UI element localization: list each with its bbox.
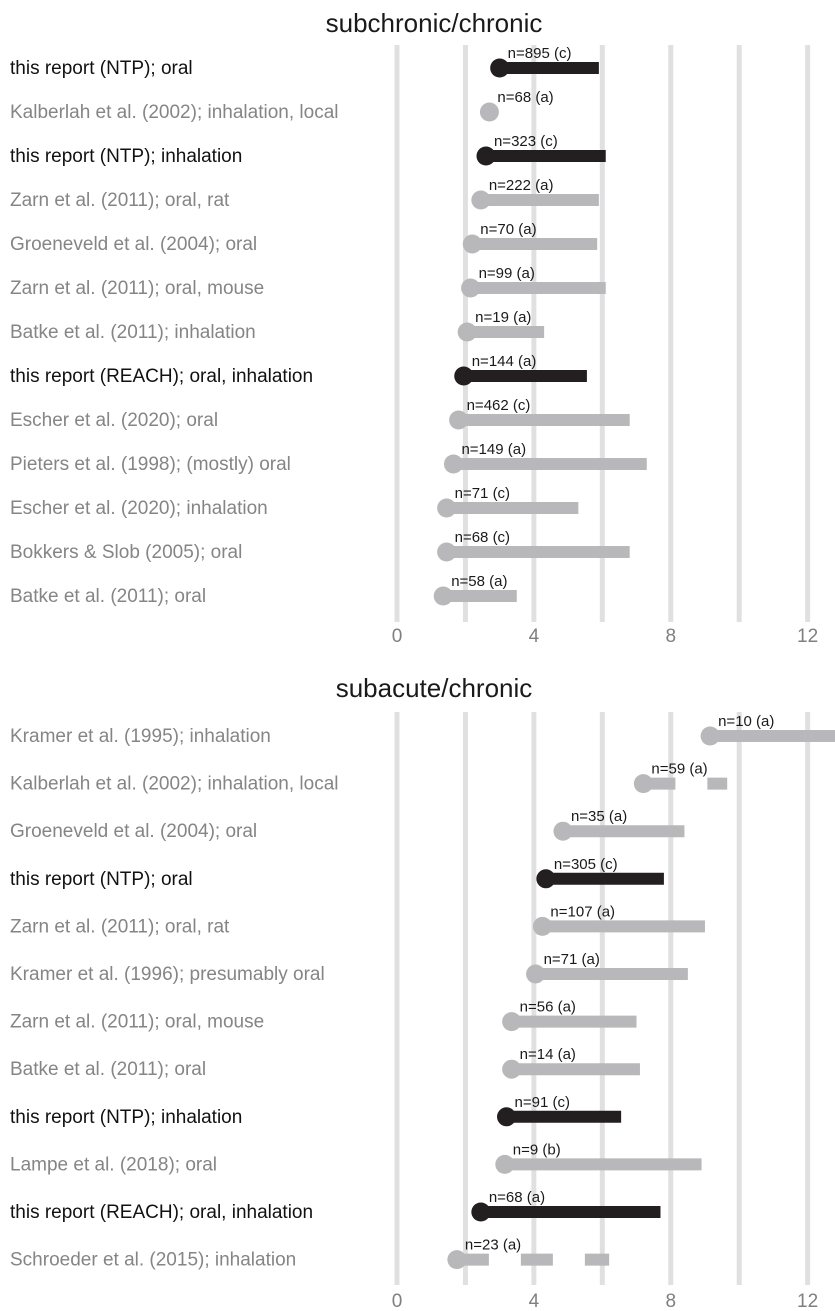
category-label: Batke et al. (2011); oral	[10, 586, 206, 607]
n-annotation: n=305 (c)	[554, 856, 618, 873]
category-label: this report (REACH); oral, inhalation	[10, 366, 313, 387]
category-label: Pieters et al. (1998); (mostly) oral	[10, 454, 291, 475]
point	[502, 1012, 522, 1032]
category-label: Kramer et al. (1996); presumably oral	[10, 964, 325, 985]
x-tick-label: 8	[665, 626, 676, 647]
x-tick-label: 12	[797, 1291, 818, 1311]
category-label: Bokkers & Slob (2005); oral	[10, 542, 242, 563]
n-annotation: n=68 (a)	[497, 89, 553, 106]
point	[471, 190, 491, 210]
point	[447, 1250, 467, 1270]
n-annotation: n=23 (a)	[465, 1237, 521, 1254]
category-label: Escher et al. (2020); inhalation	[10, 498, 268, 519]
point	[449, 410, 469, 430]
n-annotation: n=70 (a)	[480, 221, 536, 238]
n-annotation: n=71 (a)	[544, 951, 600, 968]
n-annotation: n=107 (a)	[550, 903, 615, 920]
point	[461, 278, 481, 298]
category-label: this report (NTP); inhalation	[10, 1107, 242, 1128]
point	[457, 322, 477, 342]
category-label: Zarn et al. (2011); oral, mouse	[10, 1012, 264, 1033]
category-label: Groeneveld et al. (2004); oral	[10, 234, 257, 255]
n-annotation: n=71 (c)	[455, 485, 510, 502]
n-annotation: n=10 (a)	[718, 713, 774, 730]
n-annotation: n=9 (b)	[513, 1141, 561, 1158]
category-label: this report (NTP); oral	[10, 869, 193, 890]
point	[433, 586, 453, 606]
category-label: Kramer et al. (1995); inhalation	[10, 726, 271, 747]
category-label: Batke et al. (2011); oral	[10, 1059, 206, 1080]
category-label: this report (NTP); inhalation	[10, 146, 242, 167]
category-label: this report (REACH); oral, inhalation	[10, 1202, 313, 1223]
n-annotation: n=222 (a)	[489, 177, 554, 194]
category-label: Escher et al. (2020); oral	[10, 410, 218, 431]
n-annotation: n=99 (a)	[479, 265, 535, 282]
point	[502, 1059, 522, 1079]
n-annotation: n=14 (a)	[520, 1046, 576, 1063]
x-tick-label: 0	[392, 626, 403, 647]
x-tick-label: 4	[529, 626, 540, 647]
point	[437, 498, 457, 518]
point	[532, 916, 552, 936]
n-annotation: n=56 (a)	[520, 999, 576, 1016]
category-label: this report (NTP); oral	[10, 58, 193, 79]
n-annotation: n=144 (a)	[472, 353, 537, 370]
point	[462, 234, 482, 254]
category-label: Zarn et al. (2011); oral, rat	[10, 916, 230, 937]
point	[700, 726, 720, 746]
point	[471, 1202, 491, 1222]
category-label: Lampe et al. (2018); oral	[10, 1154, 217, 1175]
category-label: Schroeder et al. (2015); inhalation	[10, 1250, 296, 1271]
x-tick-label: 4	[529, 1291, 540, 1311]
chart-title: subchronic/chronic	[326, 8, 543, 38]
category-label: Zarn et al. (2011); oral, rat	[10, 190, 230, 211]
n-annotation: n=323 (c)	[494, 133, 558, 150]
point	[490, 58, 510, 78]
point	[495, 1154, 515, 1174]
n-annotation: n=91 (c)	[515, 1094, 570, 1111]
n-annotation: n=68 (a)	[489, 1189, 545, 1206]
point	[443, 454, 463, 474]
x-tick-label: 8	[665, 1291, 676, 1311]
n-annotation: n=58 (a)	[451, 573, 507, 590]
point	[497, 1107, 516, 1127]
n-annotation: n=68 (c)	[455, 529, 510, 546]
point	[553, 821, 573, 841]
chart-title: subacute/chronic	[336, 673, 533, 703]
point	[479, 102, 499, 122]
n-annotation: n=59 (a)	[651, 761, 707, 778]
n-annotation: n=149 (a)	[461, 441, 526, 458]
category-label: Kalberlah et al. (2002); inhalation, loc…	[10, 774, 338, 795]
x-tick-label: 0	[392, 1291, 403, 1311]
category-label: Groeneveld et al. (2004); oral	[10, 821, 257, 842]
point	[526, 964, 546, 984]
point	[536, 869, 556, 889]
point	[437, 542, 457, 562]
n-annotation: n=19 (a)	[475, 309, 531, 326]
category-label: Batke et al. (2011); inhalation	[10, 322, 256, 343]
n-annotation: n=462 (c)	[467, 397, 531, 414]
point	[476, 146, 496, 166]
n-annotation: n=895 (c)	[508, 45, 572, 62]
category-label: Zarn et al. (2011); oral, mouse	[10, 278, 264, 299]
category-label: Kalberlah et al. (2002); inhalation, loc…	[10, 102, 338, 123]
point	[633, 774, 653, 794]
point	[454, 366, 474, 386]
x-tick-label: 12	[797, 626, 818, 647]
n-annotation: n=35 (a)	[571, 808, 627, 825]
